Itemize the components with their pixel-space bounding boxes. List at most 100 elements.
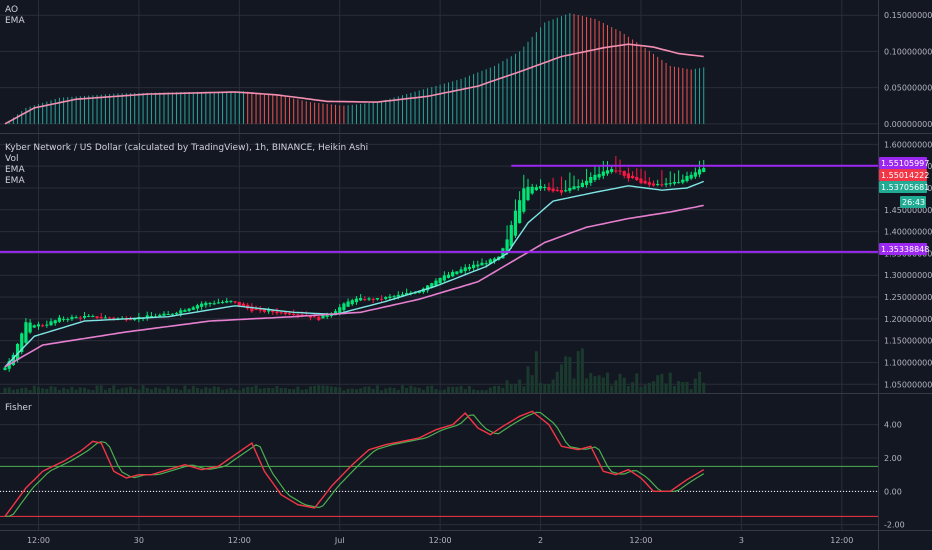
candle-body (593, 174, 597, 180)
volume-bar (346, 388, 350, 393)
volume-bar (568, 357, 572, 393)
volume-bar (241, 388, 245, 393)
volume-bar (7, 387, 11, 393)
candle-body (580, 182, 584, 188)
price-ema-fast-line (4, 180, 704, 368)
candle-body (647, 182, 651, 185)
candle-body (317, 316, 321, 321)
candle-body (32, 325, 36, 328)
candle-body (538, 186, 543, 189)
candle-body (313, 316, 317, 318)
price-tag-box (879, 169, 927, 181)
volume-bar (484, 390, 488, 393)
candle-body (400, 294, 405, 296)
candle-body (476, 264, 480, 267)
candle-body (584, 180, 589, 185)
candle-body (87, 315, 91, 317)
candle-body (664, 183, 668, 185)
candle-body (660, 184, 664, 186)
x-tick-label: 12:00 (629, 536, 652, 545)
volume-bar (342, 390, 346, 393)
candle-body (472, 264, 476, 269)
volume-bar (614, 380, 618, 393)
candle-body (325, 315, 329, 317)
volume-bar (317, 385, 321, 393)
volume-bar (580, 348, 584, 393)
candle-body (509, 224, 513, 247)
candle-body (41, 325, 45, 327)
volume-bar (505, 380, 509, 393)
candle-body (438, 277, 442, 284)
volume-bar (417, 387, 421, 393)
candle-body (338, 307, 342, 313)
price-tag-box (900, 196, 926, 208)
candle-body (425, 285, 430, 291)
volume-bar (141, 385, 145, 393)
fisher-tick-label: 4.00 (884, 421, 902, 430)
candle-body (639, 178, 643, 184)
volume-bar (275, 385, 279, 393)
candle-body (183, 310, 187, 312)
volume-bar (149, 389, 153, 393)
volume-bar (434, 388, 438, 393)
candle-body (162, 313, 166, 316)
volume-bar (87, 389, 91, 393)
volume-bar (493, 386, 497, 393)
candle-body (283, 312, 287, 315)
candle-body (170, 313, 174, 315)
volume-bar (154, 387, 158, 393)
volume-bar (237, 390, 241, 393)
candle-body (467, 266, 472, 270)
volume-bar (430, 385, 434, 393)
volume-bar (668, 372, 672, 393)
candle-body (396, 294, 400, 297)
candle-body (702, 168, 706, 172)
candle-body (128, 319, 133, 321)
price-tick-label: 1.10000000 (884, 358, 932, 367)
volume-bar (476, 390, 480, 393)
volume-bar (367, 386, 371, 393)
volume-bar (572, 378, 576, 393)
volume-bar (62, 387, 66, 393)
ao-legend: AO EMA (5, 5, 25, 27)
volume-bar (392, 388, 396, 393)
candle-body (597, 174, 601, 178)
candle-body (530, 186, 534, 194)
volume-bar (3, 387, 7, 393)
volume-bar (41, 388, 45, 393)
candle-body (384, 297, 388, 299)
candle-body (434, 280, 438, 286)
candle-body (685, 176, 689, 182)
volume-bar (652, 381, 656, 393)
ao-legend-title: AO (5, 5, 19, 15)
candle-body (103, 317, 108, 319)
candle-body (689, 174, 693, 179)
x-tick-label: 3 (739, 536, 744, 545)
ao-tick-label: 0.05000000 (884, 84, 932, 93)
candle-body (359, 297, 363, 301)
ao-tick-label: 0.00000000 (884, 120, 932, 129)
price-tag-box (879, 157, 927, 169)
candle-body (501, 248, 505, 259)
candle-body (367, 298, 371, 300)
candle-body (392, 296, 396, 298)
candle-body (191, 307, 195, 310)
volume-bar (162, 389, 166, 393)
volume-bar (16, 389, 20, 393)
candle-body (522, 188, 526, 212)
volume-bar (400, 385, 404, 393)
volume-bar (45, 388, 49, 393)
volume-bar (363, 386, 367, 393)
candle-body (200, 303, 204, 307)
candle-body (572, 186, 576, 190)
candle-body (212, 303, 216, 305)
candle-body (74, 317, 78, 319)
candle-body (442, 275, 446, 281)
price-legend: Kyber Network / US Dollar (calculated by… (5, 143, 368, 187)
volume-bar (204, 387, 208, 393)
candle-body (195, 305, 200, 309)
candle-body (350, 300, 354, 305)
candle-body (266, 310, 271, 312)
candle-body (651, 183, 656, 186)
